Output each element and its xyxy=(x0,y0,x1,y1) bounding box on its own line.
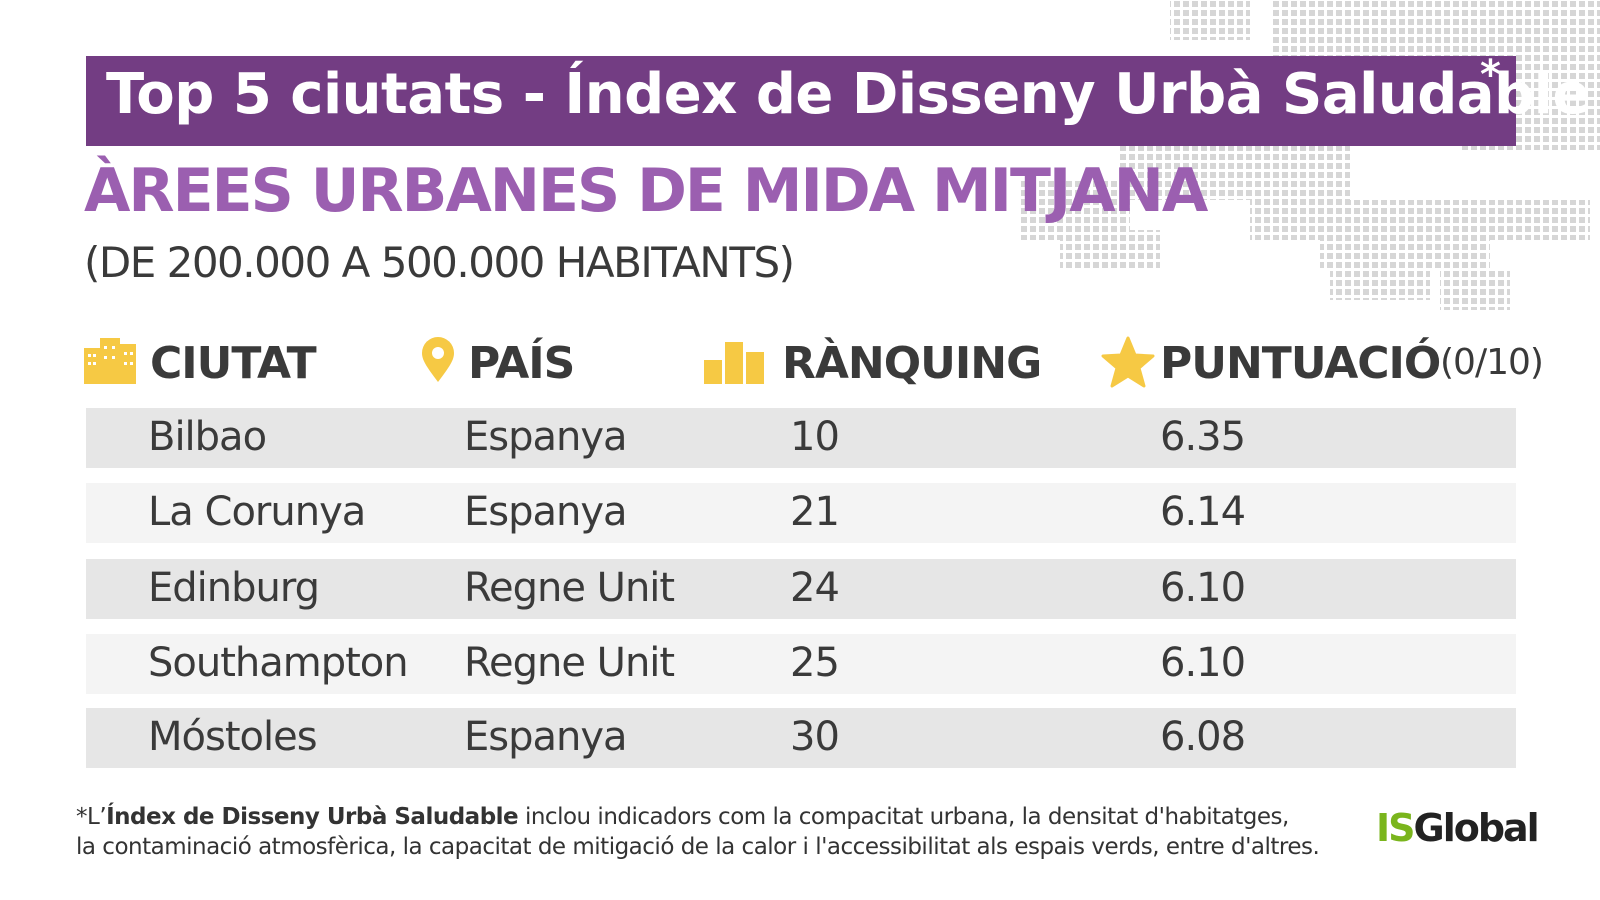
score-scale: (0/10) xyxy=(1440,342,1544,383)
column-header: PUNTUACIÓ xyxy=(1160,338,1441,389)
dot-map xyxy=(1020,0,1600,310)
table-cell: 21 xyxy=(790,489,840,535)
table-cell: La Corunya xyxy=(148,489,366,535)
column-header: CIUTAT xyxy=(150,338,317,389)
title: Top 5 ciutats - Índex de Disseny Urbà Sa… xyxy=(106,62,1590,127)
table-cell: Regne Unit xyxy=(464,565,675,611)
title-mark: * xyxy=(1480,52,1501,98)
table-cell: Espanya xyxy=(464,414,628,460)
subtitle-note: (DE 200.000 A 500.000 HABITANTS) xyxy=(84,238,795,287)
table-cell: 6.08 xyxy=(1160,714,1246,760)
table-row: Edinburg Regne Unit 24 6.10 xyxy=(86,559,1516,619)
table-row: Bilbao Espanya 10 6.35 xyxy=(86,408,1516,468)
table-cell: Edinburg xyxy=(148,565,320,611)
footnote-text: inclou indicadors com la compacitat urba… xyxy=(518,804,1289,830)
logo: ISGlobal xyxy=(1376,806,1540,850)
footnote-bold: Índex de Disseny Urbà Saludable xyxy=(106,804,519,830)
table-cell: 6.14 xyxy=(1160,489,1246,535)
table-cell: 30 xyxy=(790,714,840,760)
table-cell: 6.35 xyxy=(1160,414,1246,460)
footnote-line: la contaminació atmosfèrica, la capacita… xyxy=(76,834,1320,860)
table-cell: 6.10 xyxy=(1160,640,1246,686)
table-cell: 24 xyxy=(790,565,840,611)
table-cell: Regne Unit xyxy=(464,640,675,686)
icon-bars xyxy=(704,342,764,384)
table-cell: Espanya xyxy=(464,714,628,760)
subtitle: ÀREES URBANES DE MIDA MITJANA xyxy=(84,156,1208,226)
table-cell: 10 xyxy=(790,414,840,460)
logo-part: IS xyxy=(1376,806,1415,850)
icon-pin xyxy=(422,337,454,382)
footnote-prefix: *L’ xyxy=(76,804,107,830)
icon-star xyxy=(1101,336,1155,388)
table-cell: Bilbao xyxy=(148,414,267,460)
table-cell: Southampton xyxy=(148,640,409,686)
logo-part: Global xyxy=(1413,806,1540,850)
table-cell: Espanya xyxy=(464,489,628,535)
column-header: PAÍS xyxy=(468,338,575,389)
title-bar xyxy=(86,56,1516,146)
table-cell: Móstoles xyxy=(148,714,318,760)
column-header: RÀNQUING xyxy=(782,338,1042,389)
table-cell: 6.10 xyxy=(1160,565,1246,611)
footnote-line: *L’Índex de Disseny Urbà Saludable inclo… xyxy=(76,804,1289,830)
table-row: La Corunya Espanya 21 6.14 xyxy=(86,483,1516,543)
table-row: Southampton Regne Unit 25 6.10 xyxy=(86,634,1516,694)
table-row: Móstoles Espanya 30 6.08 xyxy=(86,708,1516,768)
table-cell: 25 xyxy=(790,640,840,686)
icon-buildings xyxy=(84,338,136,384)
